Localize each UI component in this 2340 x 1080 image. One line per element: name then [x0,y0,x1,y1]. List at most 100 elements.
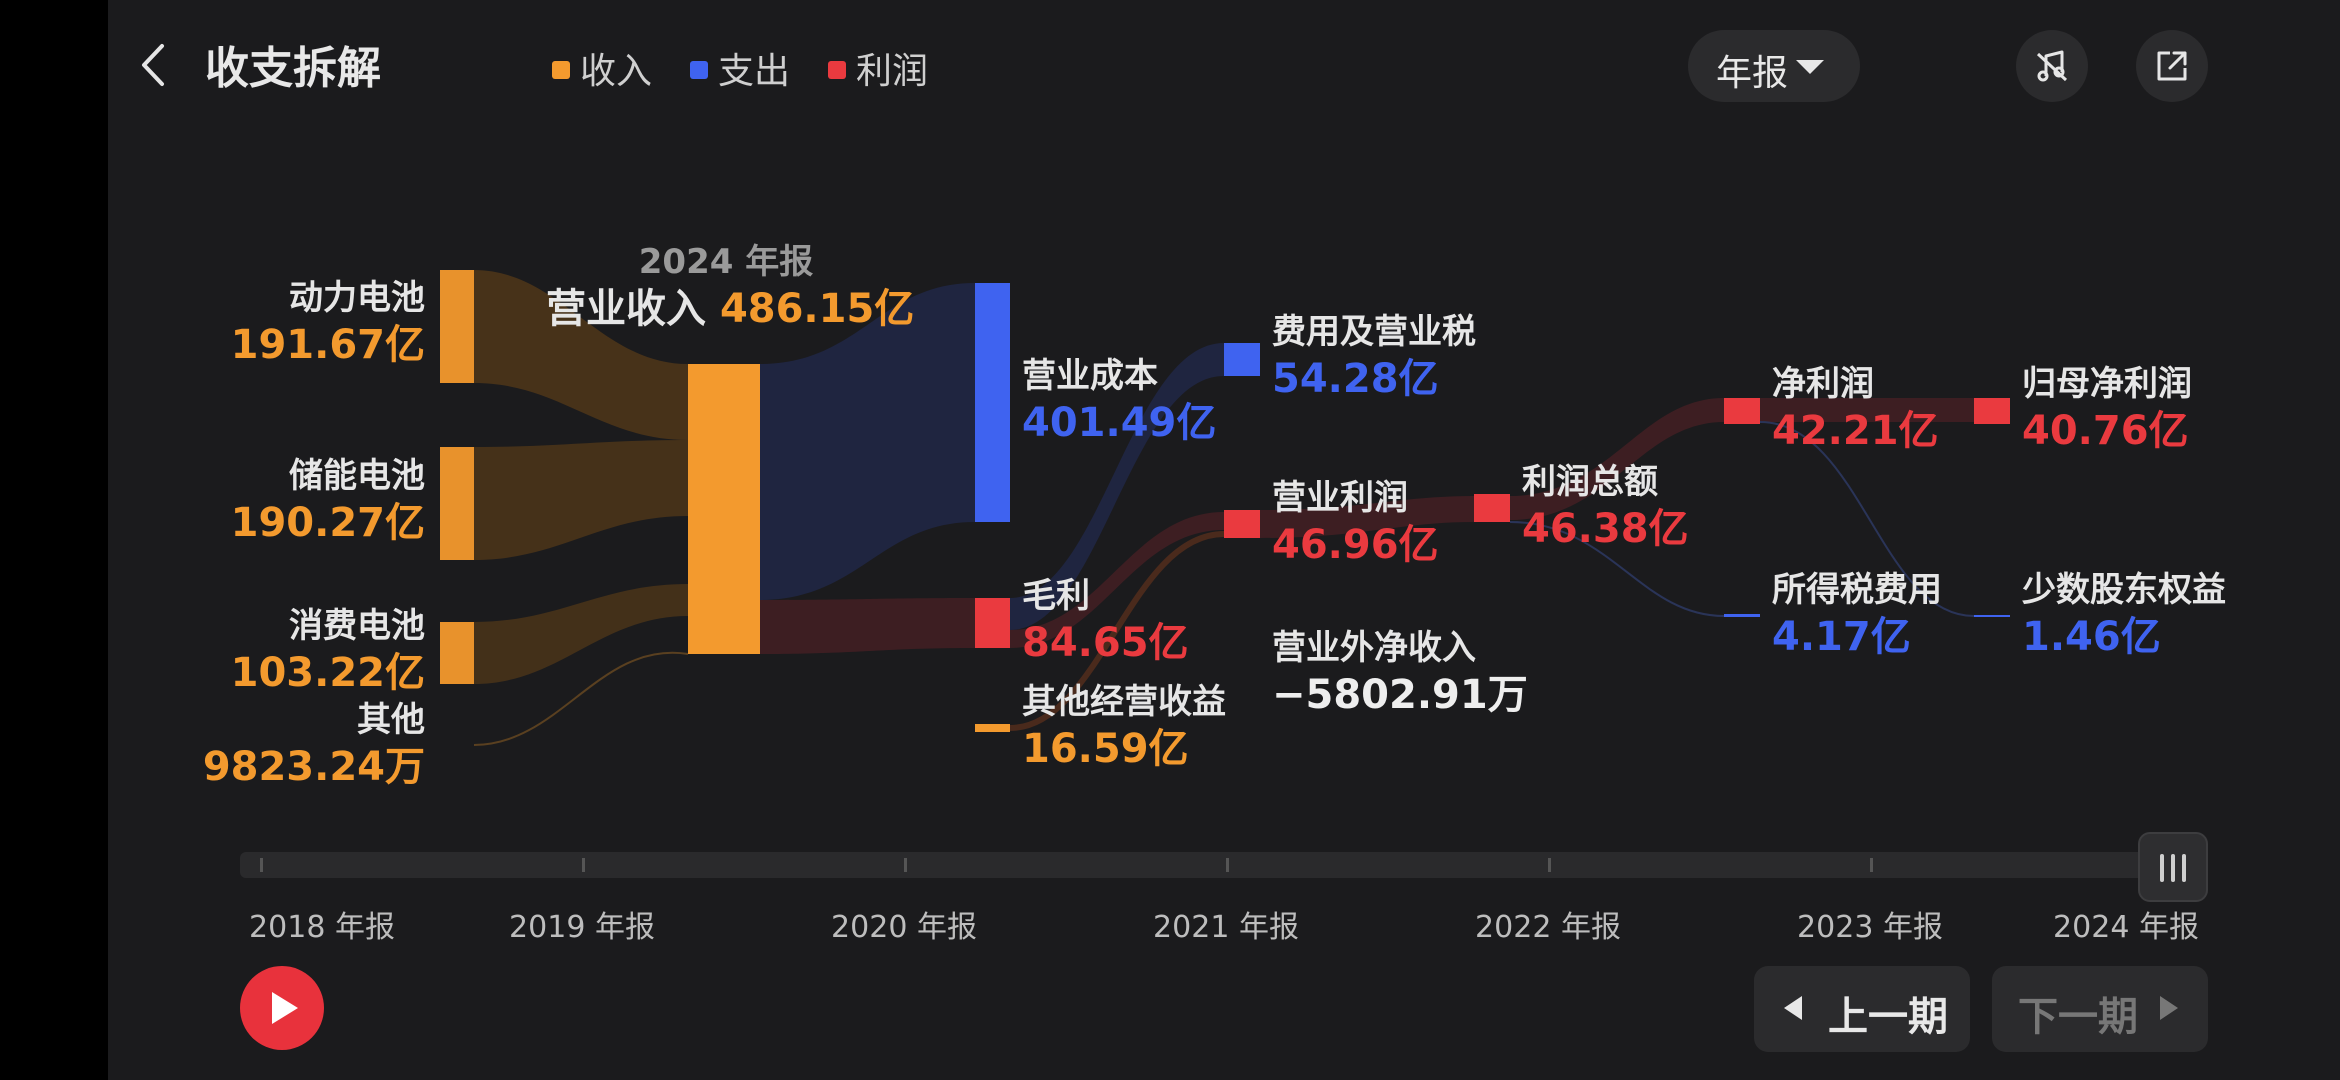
node-power [440,270,474,383]
timeline-label-2024[interactable]: 2024 年报 [2053,910,2199,945]
node-revenue [688,364,760,654]
sankey-chart [440,270,2010,746]
share-button[interactable] [2136,30,2208,102]
label-total-name: 利润总额 [1522,462,1658,502]
label-storage-value: 190.27亿 [230,500,425,546]
share-icon [2157,51,2187,81]
label-other: 其他 9823.24万 [203,698,425,792]
label-gross-name: 毛利 [1022,576,1090,616]
label-fees-value: 54.28亿 [1272,356,1439,402]
label-minority-value: 1.46亿 [2022,614,2161,660]
sankey-nodes [440,270,2010,732]
label-cost-name: 营业成本 [1022,356,1158,396]
timeline-label-2023[interactable]: 2023 年报 [1797,910,1943,945]
label-total-value: 46.38亿 [1522,506,1689,552]
label-consumer-value: 103.22亿 [230,650,425,696]
caret-right-icon [2160,996,2178,1020]
node-consumer [440,622,474,684]
back-icon [142,44,164,86]
legend-profit: 利润 [828,42,928,94]
label-power-name: 动力电池 [289,278,425,318]
link-gross-fees [1010,343,1224,630]
label-cost: 营业成本 401.49亿 [1022,354,1216,448]
label-parent: 归母净利润 40.76亿 [2022,362,2192,456]
legend-income-swatch [552,61,570,79]
timeline-track[interactable] [240,852,2206,878]
play-icon [272,992,298,1024]
link-power-revenue [474,270,688,440]
label-net: 净利润 42.21亿 [1772,362,1939,456]
label-opprofit-value: 46.96亿 [1272,522,1439,568]
chart-period-label: 2024 年报 [638,242,814,282]
link-otherop-opprofit [1009,531,1225,731]
next-period-button[interactable]: 下一期 [1992,966,2208,1052]
chart-center-title: 2024 年报 营业收入 486.15亿 [546,240,914,334]
timeline-label-2018[interactable]: 2018 年报 [249,910,395,945]
label-minority: 少数股东权益 1.46亿 [2022,568,2226,662]
link-gross-opprofit [1010,512,1224,648]
legend-profit-label: 利润 [856,51,929,92]
label-opprofit: 营业利润 46.96亿 [1272,476,1439,570]
label-gross: 毛利 84.65亿 [1022,574,1189,668]
link-revenue-cost [760,283,975,600]
link-net-minority [1759,421,1975,617]
link-storage-revenue [474,440,688,560]
prev-period-label: 上一期 [1828,994,1948,1040]
label-otherop: 其他经营收益 16.59亿 [1022,680,1226,774]
next-period-label: 下一期 [2018,994,2138,1040]
music-toggle-button[interactable] [2016,30,2088,102]
label-nonop-value: −5802.91万 [1272,672,1528,718]
timeline-label-2020[interactable]: 2020 年报 [831,910,977,945]
chart-revenue-label: 营业收入 [546,286,706,332]
chevron-down-icon [1796,60,1824,74]
timeline-tick [1226,858,1229,872]
label-nonop-name: 营业外净收入 [1272,628,1476,668]
timeline-tick [582,858,585,872]
label-consumer-name: 消费电池 [289,606,425,646]
label-storage-name: 储能电池 [289,456,425,496]
timeline-thumb[interactable] [2138,832,2208,902]
legend-expense-swatch [690,61,708,79]
label-power-value: 191.67亿 [230,322,425,368]
grip-icon [2160,854,2164,882]
label-other-name: 其他 [357,700,425,740]
link-total-tax [1509,521,1725,617]
label-other-value: 9823.24万 [202,744,425,790]
label-fees: 费用及营业税 54.28亿 [1272,310,1476,404]
label-fees-name: 费用及营业税 [1272,312,1476,352]
music-note-icon [2036,50,2068,82]
link-net-parent [1760,398,1974,422]
node-gross [975,598,1010,648]
label-net-value: 42.21亿 [1772,408,1939,454]
play-button[interactable] [240,966,324,1050]
legend-income-label: 收入 [580,51,653,92]
period-select[interactable]: 年报 [1688,30,1860,102]
timeline-tick [1548,858,1551,872]
grip-icon [2171,854,2175,882]
timeline-label-2022[interactable]: 2022 年报 [1475,910,1621,945]
label-parent-name: 归母净利润 [2022,364,2192,404]
label-consumer: 消费电池 103.22亿 [231,604,425,698]
node-tax [1724,614,1760,617]
chart-revenue-value: 486.15亿 [719,286,915,332]
prev-period-button[interactable]: 上一期 [1754,966,1970,1052]
node-cost [975,283,1010,522]
label-net-name: 净利润 [1772,364,1874,404]
back-button[interactable] [130,40,180,90]
timeline-label-2019[interactable]: 2019 年报 [509,910,655,945]
node-minority [1974,615,2010,617]
page-title: 收支拆解 [205,43,381,94]
label-tax-value: 4.17亿 [1772,614,1911,660]
timeline-tick [904,858,907,872]
link-total-net [1510,398,1724,520]
caret-left-icon [1784,996,1802,1020]
link-other-revenue [473,651,689,746]
sankey-links [473,270,1975,746]
legend-expense-label: 支出 [718,51,791,92]
label-otherop-name: 其他经营收益 [1022,682,1226,722]
label-tax: 所得税费用 4.17亿 [1772,568,1942,662]
timeline-label-2021[interactable]: 2021 年报 [1153,910,1299,945]
timeline-tick [1870,858,1873,872]
label-cost-value: 401.49亿 [1022,400,1217,446]
node-otherop [975,724,1010,732]
